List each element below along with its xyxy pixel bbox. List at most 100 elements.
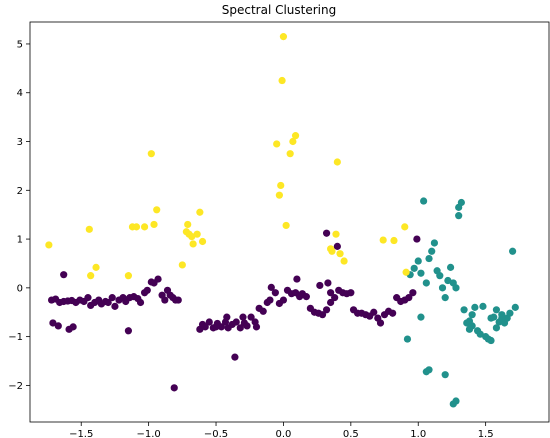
y-axis: −2 −1 0 1 2 3 4 5 — [8, 39, 30, 392]
y-tick-label: −1 — [8, 332, 23, 343]
data-point-cluster-2 — [273, 140, 281, 148]
data-point-cluster-2 — [390, 236, 398, 245]
data-point-cluster-1 — [465, 325, 474, 333]
data-point-cluster-0 — [322, 229, 331, 237]
y-tick-label: 4 — [17, 88, 23, 99]
data-point-cluster-0 — [370, 308, 378, 316]
plot-area — [29, 21, 550, 423]
data-point-cluster-1 — [511, 303, 519, 311]
x-axis: −1.5 −1.0 −0.5 0.0 0.5 1.0 1.5 — [69, 422, 494, 438]
data-point-cluster-0 — [333, 242, 341, 250]
data-point-cluster-0 — [327, 289, 335, 297]
x-tick-label: 1.0 — [410, 429, 426, 438]
data-point-cluster-0 — [316, 281, 324, 290]
data-point-cluster-2 — [328, 247, 336, 255]
x-tick-label: 0.0 — [275, 429, 291, 438]
data-point-cluster-2 — [178, 261, 186, 269]
data-point-cluster-1 — [509, 247, 517, 255]
data-point-cluster-1 — [438, 284, 447, 292]
data-point-cluster-0 — [154, 275, 162, 283]
data-point-cluster-1 — [417, 269, 425, 277]
data-point-cluster-0 — [318, 311, 327, 319]
data-point-cluster-1 — [410, 264, 418, 272]
data-point-cluster-0 — [405, 294, 413, 302]
data-point-cluster-2 — [193, 230, 201, 238]
data-point-cluster-1 — [441, 371, 449, 379]
data-point-cluster-1 — [425, 254, 433, 263]
y-tick-label: 2 — [17, 186, 23, 197]
data-point-cluster-1 — [471, 303, 479, 311]
data-point-cluster-2 — [282, 221, 290, 230]
data-point-cluster-0 — [212, 323, 220, 331]
data-point-cluster-2 — [402, 268, 410, 276]
data-point-cluster-0 — [413, 235, 421, 243]
y-tick-label: 3 — [17, 137, 23, 148]
data-point-cluster-0 — [324, 279, 332, 287]
data-point-cluster-1 — [452, 284, 460, 292]
data-point-cluster-1 — [422, 279, 430, 287]
data-point-cluster-2 — [153, 206, 161, 214]
data-point-cluster-0 — [60, 271, 68, 279]
data-point-cluster-2 — [291, 132, 300, 140]
data-point-cluster-2 — [198, 237, 207, 246]
data-point-cluster-1 — [492, 324, 501, 332]
data-point-cluster-0 — [267, 283, 275, 291]
data-point-cluster-2 — [275, 191, 283, 199]
data-point-cluster-0 — [174, 296, 182, 304]
y-tick-label: 5 — [17, 39, 23, 50]
data-point-cluster-0 — [302, 293, 310, 301]
data-point-cluster-1 — [436, 272, 444, 280]
data-point-cluster-0 — [376, 319, 385, 327]
data-point-cluster-1 — [460, 306, 468, 314]
data-point-cluster-2 — [184, 220, 192, 229]
data-point-cluster-1 — [414, 257, 422, 265]
data-point-cluster-2 — [286, 150, 294, 158]
chart-title: Spectral Clustering — [222, 3, 337, 17]
data-point-cluster-0 — [84, 294, 92, 302]
data-point-cluster-1 — [457, 198, 465, 207]
data-point-cluster-0 — [205, 318, 213, 326]
data-point-cluster-0 — [111, 302, 119, 310]
data-point-cluster-0 — [327, 298, 335, 307]
data-point-cluster-0 — [161, 296, 169, 304]
data-point-cluster-2 — [333, 158, 341, 166]
data-point-cluster-1 — [492, 306, 501, 314]
data-point-cluster-2 — [289, 137, 297, 146]
data-point-cluster-0 — [259, 307, 267, 315]
data-point-cluster-1 — [468, 311, 476, 319]
data-point-cluster-2 — [124, 272, 133, 280]
data-point-cluster-2 — [340, 257, 348, 265]
data-point-cluster-1 — [417, 313, 425, 321]
data-point-cluster-2 — [279, 33, 288, 41]
data-point-cluster-2 — [188, 233, 196, 241]
data-point-cluster-2 — [45, 241, 53, 249]
data-point-cluster-2 — [278, 76, 286, 85]
data-point-cluster-0 — [409, 289, 417, 297]
data-point-cluster-0 — [322, 306, 331, 314]
x-tick-label: −1.5 — [69, 429, 93, 438]
data-point-cluster-0 — [271, 289, 279, 297]
data-point-cluster-2 — [85, 225, 93, 233]
data-point-cluster-0 — [217, 323, 226, 331]
data-point-cluster-1 — [498, 314, 506, 322]
data-point-cluster-2 — [336, 250, 344, 258]
data-point-cluster-1 — [487, 336, 495, 345]
data-point-cluster-0 — [232, 318, 240, 326]
data-point-cluster-0 — [124, 327, 133, 335]
x-tick-label: −1.0 — [136, 429, 160, 438]
data-point-cluster-1 — [452, 397, 460, 405]
data-point-cluster-0 — [236, 324, 244, 332]
data-point-cluster-0 — [69, 323, 77, 331]
data-point-cluster-0 — [347, 289, 355, 297]
x-tick-label: 1.5 — [478, 429, 494, 438]
data-point-cluster-0 — [54, 322, 62, 330]
data-point-cluster-0 — [170, 384, 178, 392]
data-points — [45, 33, 519, 408]
y-tick-label: −2 — [8, 381, 23, 392]
data-point-cluster-1 — [455, 212, 463, 220]
data-point-cluster-0 — [266, 296, 274, 304]
data-point-cluster-2 — [92, 263, 100, 271]
data-point-cluster-1 — [425, 366, 433, 374]
data-point-cluster-0 — [136, 298, 145, 307]
